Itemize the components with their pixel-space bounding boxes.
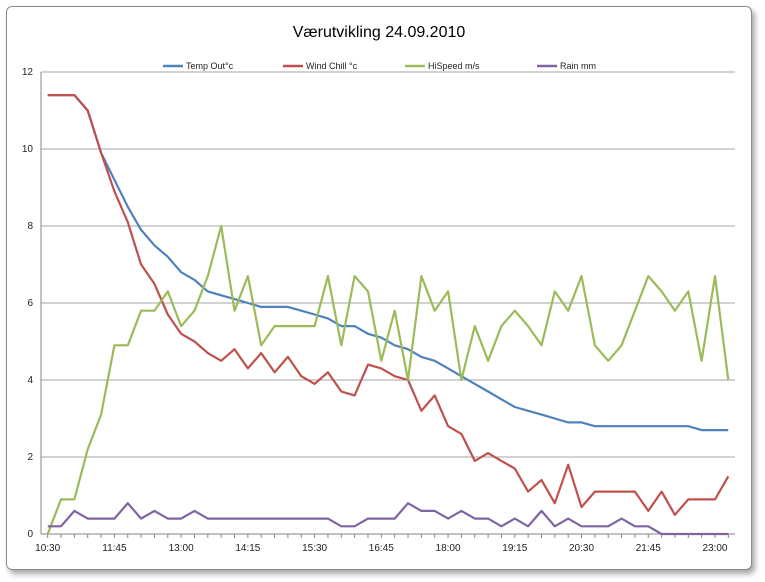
y-tick-label: 2 [27,452,33,463]
y-tick-label: 0 [27,529,33,540]
x-tick-label: 18:00 [436,543,461,554]
x-tick-label: 10:30 [35,543,60,554]
series-line-hispeed-m-s [46,224,730,535]
x-tick-label: 15:30 [302,543,327,554]
chart-title: Værutvikling 24.09.2010 [293,24,466,41]
y-tick-label: 4 [27,375,33,386]
grid-lines [41,71,735,458]
x-tick-label: 20:30 [569,543,594,554]
x-tick-label: 23:00 [702,543,727,554]
y-tick-label: 10 [22,144,34,155]
x-tick-label: 13:00 [169,543,194,554]
legend-label: Rain mm [560,61,596,71]
x-tick-label: 21:45 [636,543,661,554]
chart-frame: Værutvikling 24.09.2010 0 2 4 6 8 10 12 10:30 11… [6,6,752,570]
legend-label: Temp Out°c [186,61,234,71]
x-tick-label: 11:45 [102,543,127,554]
y-tick-label: 12 [22,67,34,78]
y-tick-label: 8 [27,221,33,232]
x-tick-label: 16:45 [369,543,394,554]
series-line-temp-out-c [47,93,729,432]
legend: Temp Out°c Wind Chill °c HiSpeed m/s Rain m… [163,61,596,71]
legend-label: HiSpeed m/s [428,61,480,71]
y-tick-label: 6 [27,298,33,309]
legend-label: Wind Chill °c [306,61,358,71]
x-tick-label: 19:15 [502,543,527,554]
axes: 0 2 4 6 8 10 12 10:30 11:45 13:00 14:15 15:30 16:45 1… [22,67,735,554]
series-group [46,93,730,536]
x-tick-label: 14:15 [235,543,260,554]
chart-canvas: Værutvikling 24.09.2010 0 2 4 6 8 10 12 10:30 11… [22,24,735,554]
series-line-rain-mm [47,502,729,536]
series-line-wind-chill-c [47,93,730,516]
